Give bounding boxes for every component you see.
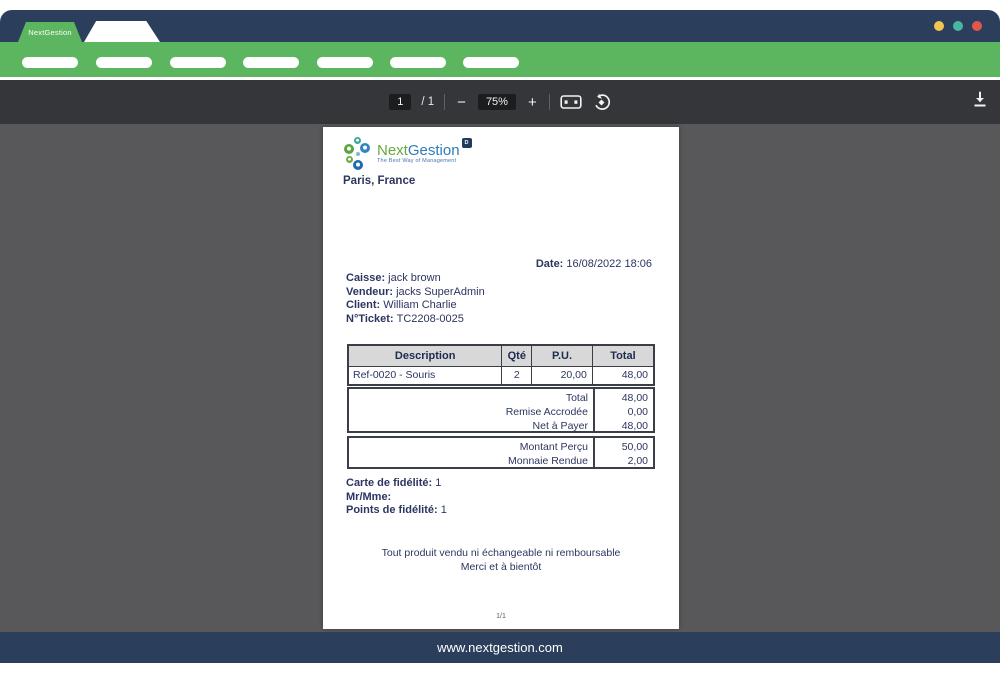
loyalty-block: Carte de fidélité: 1 Mr/Mme: Points de fi… [346, 477, 447, 518]
download-icon[interactable] [972, 91, 988, 114]
window-button-red[interactable] [972, 21, 982, 31]
menu-pill[interactable] [170, 57, 226, 68]
receipt-logo: NextGestion D The Best Way of Management [343, 137, 472, 173]
logo-icon [343, 137, 373, 173]
payment-box: Montant Perçu Monnaie Rendue 50,00 2,00 [347, 436, 655, 469]
window-button-teal[interactable] [953, 21, 963, 31]
zoom-in-button[interactable]: + [527, 93, 537, 111]
brand-next: Next [377, 142, 408, 159]
info-line-caisse: Caisse: jack brown [346, 272, 441, 284]
info-line-ticket: N°Ticket: TC2208-0025 [346, 312, 464, 325]
thanks-line: Merci et à bientôt [460, 561, 542, 573]
menu-pill[interactable] [463, 57, 519, 68]
cell-unit-price: 20,00 [531, 365, 593, 386]
pdf-toolbar-controls: 1 / 1 − 75% + [0, 80, 1000, 124]
receipt-info: Caisse: jack brown Vendeur: jacks SuperAdm… [346, 272, 485, 326]
change-label: Monnaie Rendue [508, 455, 588, 467]
toolbar-divider [444, 94, 446, 110]
items-header-row: Description Qté P.U. Total [347, 344, 655, 367]
menu-bar [0, 42, 1000, 77]
tab-label: NextGestion [28, 27, 72, 37]
page-indicator: 1/1 [496, 613, 506, 620]
received-value: 50,00 [621, 441, 648, 453]
website-url: www.nextgestion.com [437, 640, 563, 655]
info-line-client: Client: William Charlie [346, 299, 457, 311]
logo-badge-icon: D [461, 138, 472, 148]
loyalty-points-line: Points de fidélité: 1 [346, 504, 447, 516]
pdf-toolbar: 1 / 1 − 75% + [0, 80, 1000, 124]
receipt-page: NextGestion D The Best Way of Management … [323, 127, 679, 629]
received-label: Montant Perçu [519, 441, 588, 453]
pdf-viewer[interactable]: NextGestion D The Best Way of Management … [0, 124, 1000, 632]
page-number-input[interactable]: 1 [389, 94, 412, 110]
cell-quantity: 2 [501, 365, 533, 386]
toolbar-divider [548, 94, 550, 110]
date-value: 16/08/2022 18:06 [566, 258, 652, 270]
footer-message: Tout produit vendu ni échangeable ni rem… [323, 546, 679, 574]
discount-label: Remise Accrodée [505, 406, 588, 418]
totals-box: Total Remise Accrodée Net à Payer 48,00 … [347, 387, 655, 433]
policy-line: Tout produit vendu ni échangeable ni rem… [381, 547, 621, 559]
net-label: Net à Payer [532, 420, 588, 432]
zoom-level[interactable]: 75% [477, 94, 516, 110]
logo-text: NextGestion D The Best Way of Management [377, 137, 472, 173]
loyalty-card-line: Carte de fidélité: 1 [346, 477, 442, 489]
receipt-date: Date: 16/08/2022 18:06 [536, 258, 652, 270]
logo-tagline: The Best Way of Management [377, 158, 457, 164]
items-table: Description Qté P.U. Total Ref-0020 - So… [347, 344, 655, 386]
zoom-out-button[interactable]: − [457, 93, 466, 111]
fit-page-icon[interactable] [560, 94, 582, 110]
col-total: Total [591, 344, 655, 367]
browser-title-bar: NextGestion [0, 10, 1000, 42]
cell-description: Ref-0020 - Souris [347, 365, 503, 386]
menu-pill[interactable] [243, 57, 299, 68]
loyalty-name-line: Mr/Mme: [346, 490, 392, 503]
discount-value: 0,00 [627, 406, 648, 418]
col-unit-price: P.U. [531, 344, 593, 367]
cell-total: 48,00 [591, 365, 655, 386]
change-value: 2,00 [627, 455, 648, 467]
table-row: Ref-0020 - Souris 2 20,00 48,00 [347, 365, 655, 386]
net-value: 48,00 [621, 420, 648, 432]
status-bar: www.nextgestion.com [0, 632, 1000, 663]
col-description: Description [347, 344, 503, 367]
menu-pill[interactable] [96, 57, 152, 68]
window-controls [934, 21, 982, 31]
company-location: Paris, France [343, 175, 416, 187]
rotate-icon[interactable] [592, 93, 611, 112]
menu-pill[interactable] [390, 57, 446, 68]
page-count-label: / 1 [421, 96, 435, 108]
total-label: Total [565, 392, 588, 404]
browser-tab-blank[interactable] [84, 21, 160, 42]
total-value: 48,00 [621, 392, 648, 404]
date-label: Date: [535, 258, 564, 270]
browser-tab-nextgestion[interactable]: NextGestion [18, 22, 82, 42]
menu-pill[interactable] [22, 57, 78, 68]
col-quantity: Qté [501, 344, 533, 367]
info-line-vendeur: Vendeur: jacks SuperAdmin [346, 285, 485, 298]
window-button-yellow[interactable] [934, 21, 944, 31]
menu-pill[interactable] [317, 57, 373, 68]
brand-gestion: Gestion [407, 142, 460, 159]
